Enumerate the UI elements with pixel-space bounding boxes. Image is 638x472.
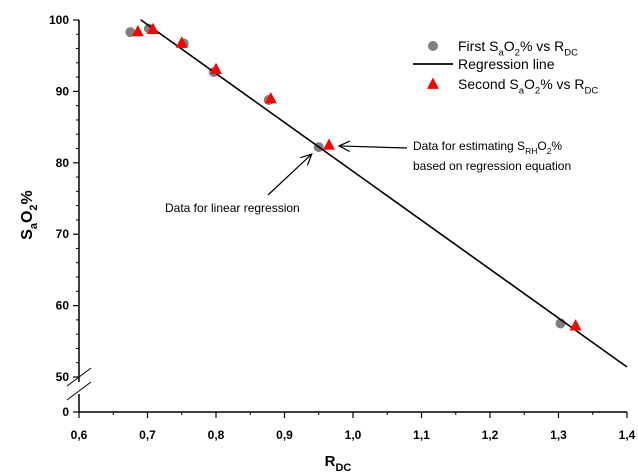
ticks: 0,6 0,7 0,8 0,9 1,0 1,1 1,2 1,3 1,4 50 60 70 80 90 100…: [19, 13, 636, 472]
annotations: Data for estimating SRHO2% based on regre…: [165, 139, 571, 215]
y-tick-label: 0: [62, 405, 69, 419]
x-tick-label: 1,0: [345, 428, 362, 442]
annotation-arrow-regression-head: [300, 153, 313, 166]
x-tick-label: 0,7: [139, 428, 156, 442]
plot-area: [125, 19, 628, 368]
x-tick-label: 0,8: [208, 428, 225, 442]
data-point-second: [264, 92, 277, 104]
axis-break-mark: [66, 381, 92, 401]
data-point-second: [131, 24, 144, 37]
y-tick-label: 80: [56, 156, 70, 170]
data-point-second: [146, 22, 159, 35]
annotation-regression: Data for linear regression: [165, 201, 300, 215]
regression-line: [140, 19, 628, 368]
data-point-second: [569, 319, 582, 331]
y-tick-label: 100: [49, 13, 69, 27]
legend-label-second: Second SaO2% vs RDC: [458, 76, 598, 96]
legend-label-first: First SaO2% vs RDC: [458, 38, 578, 58]
x-tick-label: 0,6: [71, 428, 88, 442]
x-tick-label: 1,1: [413, 428, 430, 442]
data-point-second: [210, 62, 222, 75]
y-tick-label: 90: [56, 84, 70, 98]
annotation-arrow-regression: [267, 153, 313, 196]
data-point-second: [323, 138, 336, 150]
x-tick-label: 1,2: [482, 428, 499, 442]
data-point-second: [175, 36, 188, 48]
y-tick-label: 70: [56, 227, 70, 241]
x-tick-label: 1,4: [619, 428, 636, 442]
annotation-arrow-estimating: [339, 145, 408, 149]
legend-marker-second: [427, 77, 439, 89]
annotation-estimating: Data for estimating SRHO2%: [413, 139, 562, 156]
x-tick-label: 0,9: [276, 428, 293, 442]
x-tick-label: 1,3: [550, 428, 567, 442]
annotation-estimating-line2: based on regression equation: [413, 159, 571, 173]
y-tick-label: 60: [56, 299, 70, 313]
legend-label-line: Regression line: [458, 56, 555, 72]
y-tick-label: 50: [56, 370, 70, 384]
y-axis-title: SaO2%: [19, 190, 40, 240]
legend-marker-first: [428, 41, 438, 51]
x-axis-title: RDC: [325, 453, 352, 472]
annotation-arrow-estimating-head: [337, 140, 351, 153]
